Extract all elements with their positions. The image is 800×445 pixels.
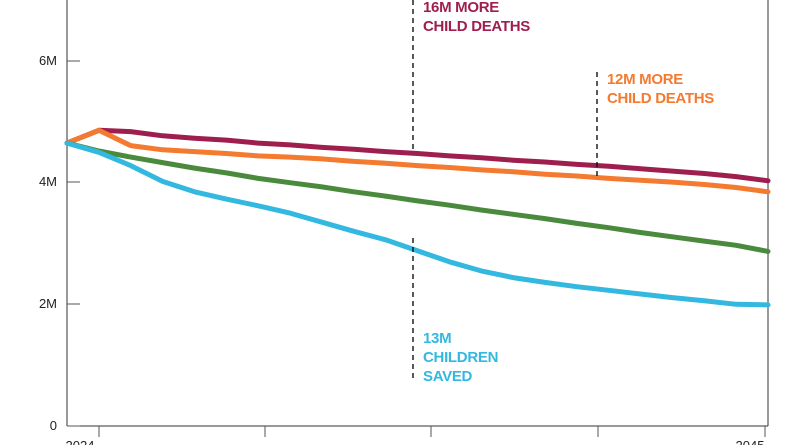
y-tick-label: 4M [39,174,57,189]
y-ticks: 0 2M 4M 6M [39,53,80,433]
annotation-line: CHILDREN [423,349,498,366]
x-tick-label-end: 2045 [736,438,765,445]
annotation-line: 13M [423,330,451,347]
series-line-second [64,127,771,195]
y-tick-label: 6M [39,53,57,68]
series-line-bottom [64,140,771,308]
annotation-line: 16M MORE [423,0,499,16]
y-tick-group: 0 [50,418,80,433]
annotation-line: CHILD DEATHS [423,18,530,35]
y-tick-label: 2M [39,296,57,311]
series-line-third [64,140,771,254]
annotation-12m-more-child-deaths: 12M MORE CHILD DEATHS [607,71,715,107]
y-tick-label: 0 [50,418,57,433]
y-tick-group: 4M [39,174,80,189]
series-layer [64,127,771,308]
annotation-line: 12M MORE [607,71,683,88]
series-line-top [64,127,771,184]
y-tick-group: 2M [39,296,80,311]
annotation-line: CHILD DEATHS [607,90,714,107]
annotation-line: SAVED [423,368,473,385]
annotation-16m-more-child-deaths: 16M MORE CHILD DEATHS [423,0,531,35]
x-tick-label-start: 2024 [66,438,95,445]
annotation-13m-children-saved: 13M CHILDREN SAVED [423,330,498,385]
x-ticks: 2024 2045 [66,426,766,445]
y-tick-group: 6M [39,53,80,68]
